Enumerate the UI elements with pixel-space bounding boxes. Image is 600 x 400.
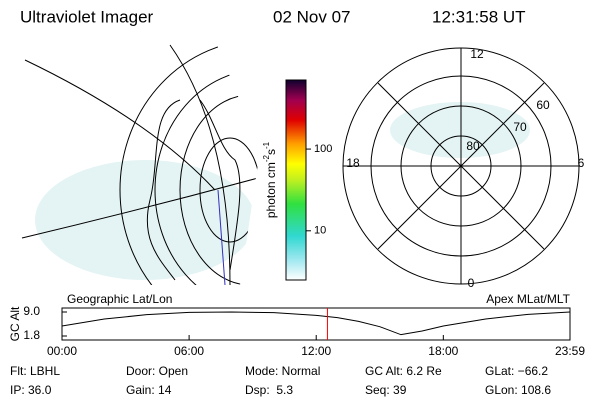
time: 12:31:58 UT [432,7,526,26]
polar-label: 60 [536,98,550,112]
x-tick-label: 23:59 [555,344,585,358]
colorbar-tick-label: 100 [314,143,332,155]
y-tick-label: 9.0 [23,304,40,318]
y-tick-label: 1.8 [23,328,40,342]
status-field: Door: Open [126,364,188,378]
x-tick-label: 18:00 [428,344,458,358]
colorbar-tick-label: 10 [314,225,326,237]
status-field: Dsp: 5.3 [245,383,293,397]
panel-label: Apex MLat/MLT [486,292,570,306]
status-field: GLat: −66.2 [485,364,548,378]
globe-map [21,40,260,285]
status-field: IP: 36.0 [10,383,52,397]
x-tick-label: 00:00 [47,344,77,358]
polar-label: 80 [466,139,480,153]
panel-label: Geographic Lat/Lon [67,292,172,306]
date: 02 Nov 07 [273,7,351,26]
colorbar-label: photon cm-2s-1 [262,141,278,218]
polar-label: 70 [513,120,527,134]
status-field: Mode: Normal [245,364,320,378]
polar-label: 18 [346,156,360,170]
polar-label: 6 [578,156,585,170]
status-field: Flt: LBHL [10,364,60,378]
colorbar [285,79,307,281]
title: Ultraviolet Imager [20,7,154,26]
x-tick-label: 06:00 [174,344,204,358]
altitude-line [61,311,571,336]
status-field: Gain: 14 [126,383,172,397]
y-axis-label: GC Alt [8,306,22,341]
status-field: Seq: 39 [365,383,407,397]
x-tick-label: 12:00 [301,344,331,358]
polar-grid [342,47,580,285]
status-field: GLon: 108.6 [485,383,551,397]
polar-label: 0 [468,276,475,290]
polar-label: 12 [470,47,484,61]
status-field: GC Alt: 6.2 Re [365,364,442,378]
